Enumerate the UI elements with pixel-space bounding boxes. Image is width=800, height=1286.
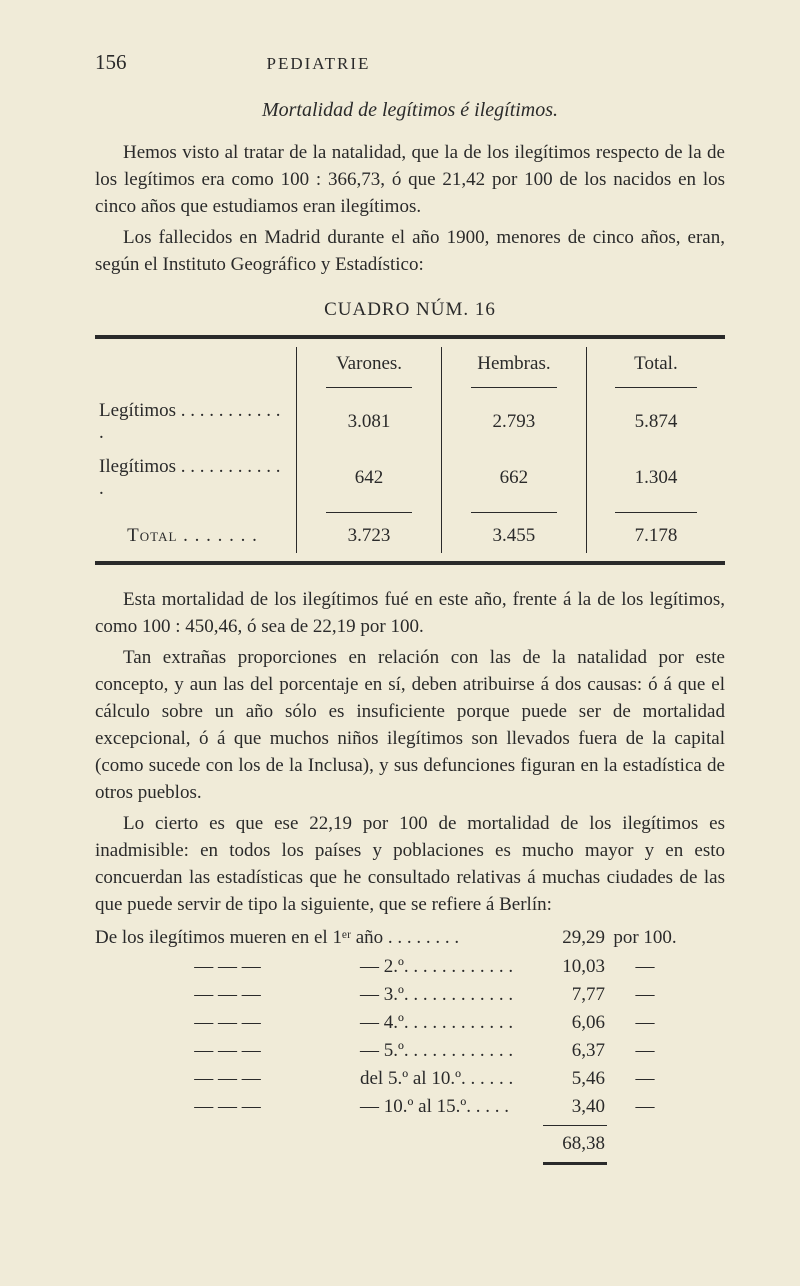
row-label: Legítimos . . . . . . . . . . . . xyxy=(95,394,297,450)
year-row: — — — — 3.º. . . . . . . . . . . . 7,77 … xyxy=(95,981,725,1009)
table-header-row: Varones. Hembras. Total. xyxy=(95,347,725,381)
year-value: 5,46 xyxy=(540,1065,605,1093)
col-header-total: Total. xyxy=(586,347,725,381)
cell-value: 3.081 xyxy=(297,394,442,450)
section-title: Mortalidad de legítimos é ilegítimos. xyxy=(95,99,725,122)
year-label: — 3.º. . . . . . . . . . . . xyxy=(360,981,540,1009)
table-row: Legítimos . . . . . . . . . . . . 3.081 … xyxy=(95,394,725,450)
year-value: 6,06 xyxy=(540,1009,605,1037)
year-sum: 68,38 xyxy=(540,1130,605,1158)
year-label: del 5.º al 10.º. . . . . . xyxy=(360,1065,540,1093)
year-label: — 2.º. . . . . . . . . . . . xyxy=(360,953,540,981)
table-total-row: Total . . . . . . . 3.723 3.455 7.178 xyxy=(95,519,725,553)
page-header: 156 PEDIATRIE xyxy=(95,50,725,75)
year-row: — — — — 4.º. . . . . . . . . . . . 6,06 … xyxy=(95,1009,725,1037)
year-label: — 4.º. . . . . . . . . . . . xyxy=(360,1009,540,1037)
dash-prefix: — — — xyxy=(95,953,360,981)
cell-value: 1.304 xyxy=(586,450,725,506)
sum-rule xyxy=(543,1125,607,1126)
running-title: PEDIATRIE xyxy=(267,54,371,74)
year-per: — xyxy=(605,1093,685,1121)
cell-value: 2.793 xyxy=(441,394,586,450)
col-header-hembras: Hembras. xyxy=(441,347,586,381)
year-value: 10,03 xyxy=(540,953,605,981)
sum-rule-heavy xyxy=(543,1162,607,1165)
cell-value: 3.455 xyxy=(441,519,586,553)
paragraph-1: Hemos visto al tratar de la natalidad, q… xyxy=(95,140,725,221)
year-label: — 5.º. . . . . . . . . . . . xyxy=(360,1037,540,1065)
year-row: — — — — 5.º. . . . . . . . . . . . 6,37 … xyxy=(95,1037,725,1065)
dash-prefix: — — — xyxy=(95,1037,360,1065)
cell-value: 7.178 xyxy=(586,519,725,553)
year-per: — xyxy=(605,981,685,1009)
mortality-table: Varones. Hembras. Total. Legítimos . . .… xyxy=(95,347,725,553)
paragraph-3: Esta mortalidad de los ilegítimos fué en… xyxy=(95,587,725,641)
paragraph-2: Los fallecidos en Madrid durante el año … xyxy=(95,225,725,279)
year-row: — — — del 5.º al 10.º. . . . . . 5,46 — xyxy=(95,1065,725,1093)
year-list: De los ilegítimos mueren en el 1ᵉʳ año .… xyxy=(95,924,725,1165)
year-value: 7,77 xyxy=(540,981,605,1009)
year-per: — xyxy=(605,1009,685,1037)
year-value: 6,37 xyxy=(540,1037,605,1065)
col-header-varones: Varones. xyxy=(297,347,442,381)
table-sep-row xyxy=(95,381,725,394)
year-sum-row: 68,38 xyxy=(95,1130,725,1158)
cell-value: 3.723 xyxy=(297,519,442,553)
dash-prefix: — — — xyxy=(95,1093,360,1121)
year-value: 3,40 xyxy=(540,1093,605,1121)
year-per: — xyxy=(605,1065,685,1093)
year-row: — — — — 10.º al 15.º. . . . . 3,40 — xyxy=(95,1093,725,1121)
year-per: — xyxy=(605,953,685,981)
paragraph-5: Lo cierto es que ese 22,19 por 100 de mo… xyxy=(95,811,725,919)
year-intro-per: por 100. xyxy=(605,924,685,952)
dash-prefix: — — — xyxy=(95,1009,360,1037)
table-row: Ilegítimos . . . . . . . . . . . . 642 6… xyxy=(95,450,725,506)
page-number: 156 xyxy=(95,50,127,75)
cell-value: 5.874 xyxy=(586,394,725,450)
cell-value: 642 xyxy=(297,450,442,506)
row-label: Ilegítimos . . . . . . . . . . . . xyxy=(95,450,297,506)
year-per: — xyxy=(605,1037,685,1065)
cell-value: 662 xyxy=(441,450,586,506)
table-container: Varones. Hembras. Total. Legítimos . . .… xyxy=(95,335,725,565)
year-intro-label: De los ilegítimos mueren en el 1ᵉʳ año .… xyxy=(95,924,540,952)
total-label: Total . . . . . . . xyxy=(127,525,258,546)
paragraph-4: Tan extrañas proporciones en relación co… xyxy=(95,645,725,807)
dash-prefix: — — — xyxy=(95,1065,360,1093)
table-title: CUADRO NÚM. 16 xyxy=(95,299,725,321)
dash-prefix: — — — xyxy=(95,981,360,1009)
year-row: — — — — 2.º. . . . . . . . . . . . 10,03… xyxy=(95,953,725,981)
table-sep-row xyxy=(95,506,725,519)
year-list-intro: De los ilegítimos mueren en el 1ᵉʳ año .… xyxy=(95,924,725,952)
year-intro-value: 29,29 xyxy=(540,924,605,952)
year-label: — 10.º al 15.º. . . . . xyxy=(360,1093,540,1121)
